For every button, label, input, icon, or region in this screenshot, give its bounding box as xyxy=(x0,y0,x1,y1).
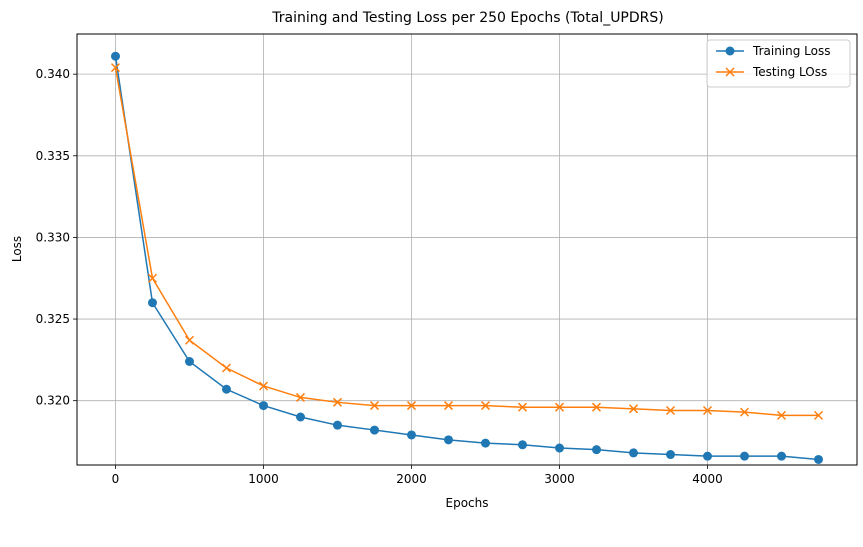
legend: Training Loss Testing LOss xyxy=(706,39,851,88)
plot-area-frame xyxy=(76,33,858,466)
data-point xyxy=(739,407,750,417)
data-point xyxy=(332,397,343,407)
data-point xyxy=(555,443,565,453)
series-line xyxy=(114,67,819,417)
data-point xyxy=(110,63,121,73)
y-tick-label: 0.320 xyxy=(36,394,70,408)
x-tick-label: 4000 xyxy=(692,472,723,486)
data-point xyxy=(481,438,491,448)
data-point xyxy=(702,405,713,416)
data-point xyxy=(443,435,453,445)
data-point xyxy=(813,410,824,420)
data-point xyxy=(740,451,750,461)
y-axis-label: Loss xyxy=(10,236,24,262)
data-point xyxy=(591,402,602,412)
y-tick-label: 0.335 xyxy=(36,149,70,163)
legend-marker-testing xyxy=(725,67,735,77)
data-point xyxy=(184,335,195,345)
x-axis-label: Epochs xyxy=(446,496,489,510)
data-point xyxy=(443,401,454,411)
data-point xyxy=(295,392,306,402)
legend-label-testing: Testing LOss xyxy=(752,65,827,79)
data-point xyxy=(703,451,713,461)
x-axis: 0 1000 2000 3000 4000 xyxy=(112,465,723,486)
data-point xyxy=(517,402,528,412)
data-point xyxy=(554,402,565,412)
chart-title: Training and Testing Loss per 250 Epochs… xyxy=(271,10,664,26)
series-testing-loss xyxy=(110,63,824,420)
y-tick-label: 0.340 xyxy=(36,67,70,81)
data-point xyxy=(666,450,676,460)
data-point xyxy=(592,445,602,455)
y-tick-label: 0.325 xyxy=(36,312,70,326)
data-point xyxy=(777,451,787,461)
x-tick-label: 2000 xyxy=(396,472,427,486)
series-line xyxy=(114,56,819,461)
data-point xyxy=(369,425,379,435)
y-tick-label: 0.330 xyxy=(36,230,70,244)
data-point xyxy=(221,384,231,394)
data-point xyxy=(221,363,232,373)
x-tick-label: 3000 xyxy=(544,472,575,486)
data-point xyxy=(665,405,676,416)
data-point xyxy=(518,440,528,450)
series-training-loss xyxy=(110,51,824,464)
data-point xyxy=(258,381,269,391)
data-point xyxy=(406,401,417,411)
data-point xyxy=(184,356,194,366)
series-layer xyxy=(110,51,824,464)
y-axis: 0.320 0.325 0.330 0.335 0.340 xyxy=(36,67,77,408)
data-point xyxy=(776,410,787,420)
data-point xyxy=(480,401,491,411)
data-point xyxy=(332,420,342,430)
data-point xyxy=(814,454,824,464)
legend-label-training: Training Loss xyxy=(752,44,830,58)
data-point xyxy=(629,448,639,458)
data-point xyxy=(147,298,157,308)
x-tick-label: 0 xyxy=(112,472,120,486)
data-point xyxy=(295,412,305,422)
data-point xyxy=(147,273,158,283)
legend-marker-training xyxy=(725,46,735,56)
data-point xyxy=(406,430,416,440)
data-point xyxy=(258,401,268,411)
data-point xyxy=(628,404,639,414)
data-point xyxy=(110,51,120,61)
x-tick-label: 1000 xyxy=(248,472,279,486)
data-point xyxy=(369,401,380,411)
